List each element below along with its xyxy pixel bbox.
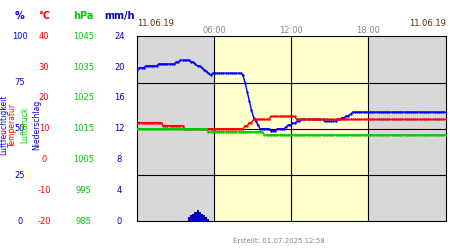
Text: 16: 16 <box>114 94 125 102</box>
Text: mm/h: mm/h <box>104 11 135 21</box>
Text: 1015: 1015 <box>73 124 94 133</box>
Text: 1035: 1035 <box>73 62 94 72</box>
Text: 1005: 1005 <box>73 155 94 164</box>
Bar <box>188 218 190 221</box>
Text: -10: -10 <box>37 186 51 195</box>
Text: 11.06.19: 11.06.19 <box>409 19 446 28</box>
Bar <box>203 216 205 221</box>
Bar <box>201 214 203 221</box>
Text: °C: °C <box>38 11 50 21</box>
Bar <box>199 212 201 221</box>
Text: Niederschlag: Niederschlag <box>32 100 41 150</box>
Text: 12: 12 <box>114 124 125 133</box>
Text: 0: 0 <box>41 155 47 164</box>
Text: 10: 10 <box>39 124 50 133</box>
Text: %: % <box>15 11 25 21</box>
Bar <box>194 212 197 221</box>
Text: 0: 0 <box>117 217 122 226</box>
Bar <box>190 216 192 221</box>
Text: 40: 40 <box>39 32 50 41</box>
Text: hPa: hPa <box>73 11 94 21</box>
Text: -20: -20 <box>37 217 51 226</box>
Bar <box>205 218 207 221</box>
Text: Luftdruck: Luftdruck <box>20 107 29 143</box>
Bar <box>192 214 194 221</box>
Text: 1025: 1025 <box>73 94 94 102</box>
Text: 20: 20 <box>39 94 50 102</box>
Text: Luftfeuchtigkeit: Luftfeuchtigkeit <box>0 95 8 155</box>
Text: 50: 50 <box>14 124 25 133</box>
Bar <box>207 219 209 221</box>
Bar <box>214 36 369 221</box>
Text: Erstellt: 01.07.2025 12:58: Erstellt: 01.07.2025 12:58 <box>233 238 325 244</box>
Text: 75: 75 <box>14 78 25 87</box>
Bar <box>197 210 199 221</box>
Text: 985: 985 <box>75 217 91 226</box>
Text: 20: 20 <box>114 62 125 72</box>
Text: 11.06.19: 11.06.19 <box>137 19 174 28</box>
Text: 24: 24 <box>114 32 125 41</box>
Text: 30: 30 <box>39 62 50 72</box>
Text: 995: 995 <box>76 186 91 195</box>
Text: 0: 0 <box>17 217 22 226</box>
Text: 8: 8 <box>117 155 122 164</box>
Text: 25: 25 <box>14 170 25 179</box>
Text: 100: 100 <box>12 32 27 41</box>
Text: Temperatur: Temperatur <box>8 103 17 147</box>
Text: 4: 4 <box>117 186 122 195</box>
Text: 1045: 1045 <box>73 32 94 41</box>
